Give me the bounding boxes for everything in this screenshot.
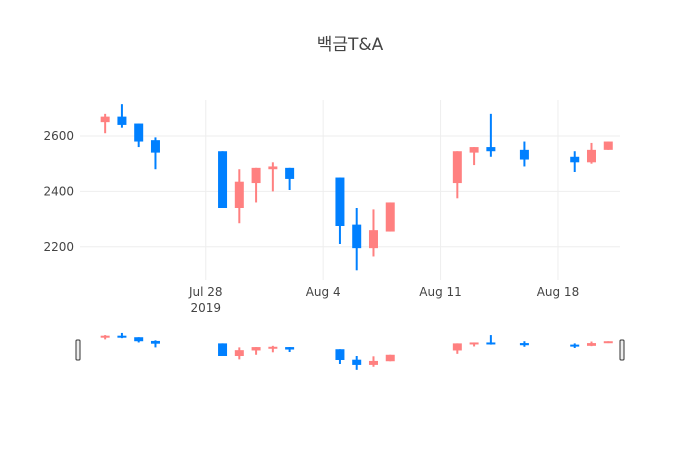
slider-candle-body	[570, 344, 580, 347]
slider-candle	[335, 349, 345, 364]
slider-candle	[285, 347, 295, 352]
slider-candle-body	[150, 340, 160, 344]
candle-body	[519, 149, 529, 160]
slider-candle	[134, 337, 144, 343]
candle[interactable]	[368, 209, 378, 257]
slider-candle-body	[218, 343, 228, 356]
candle-body	[268, 166, 278, 170]
candle[interactable]	[268, 162, 278, 192]
candle-body	[251, 167, 261, 184]
candle-body	[100, 116, 110, 123]
slider-candle-body	[268, 346, 278, 349]
y-tick-label: 2400	[43, 184, 74, 198]
candles[interactable]	[100, 104, 613, 271]
candle-body	[234, 181, 244, 208]
slider-candle-body	[603, 341, 613, 344]
slider-candle-body	[586, 343, 596, 346]
candle-body	[486, 147, 496, 152]
slider-candle-body	[100, 335, 110, 338]
slider-candle	[268, 345, 278, 353]
slider-candle-body	[335, 349, 345, 360]
candle[interactable]	[603, 141, 613, 150]
slider-candle	[100, 335, 110, 340]
slider-candle	[603, 341, 613, 344]
range-slider-left-handle[interactable]	[75, 339, 81, 361]
slider-candle	[352, 356, 362, 370]
x-tick-label: Aug 4	[306, 285, 341, 299]
candle[interactable]	[352, 208, 362, 271]
y-axis: 2200 2400 2600	[43, 129, 74, 254]
slider-candle	[452, 343, 462, 354]
candle[interactable]	[586, 142, 596, 164]
candle[interactable]	[486, 113, 496, 157]
candle-body	[335, 177, 345, 226]
slider-candle-body	[285, 347, 295, 350]
candle[interactable]	[150, 137, 160, 170]
candle[interactable]	[134, 123, 144, 148]
range-slider-right-handle[interactable]	[619, 339, 625, 361]
slider-candle	[218, 343, 228, 356]
candle-body	[368, 230, 378, 249]
candle-body	[150, 140, 160, 153]
slider-candle	[117, 332, 127, 339]
slider-candle	[570, 343, 580, 348]
slider-candle-body	[486, 342, 496, 345]
x-tick-label: Aug 18	[537, 285, 580, 299]
slider-candle-body	[469, 342, 479, 345]
candle[interactable]	[100, 113, 110, 134]
slider-candle	[586, 341, 596, 347]
x-tick-label: Aug 11	[419, 285, 462, 299]
x-tick-year-label: 2019	[191, 301, 222, 315]
candle[interactable]	[385, 202, 395, 232]
x-tick-label: Jul 28	[188, 285, 223, 299]
candle[interactable]	[452, 151, 462, 199]
candle-body	[218, 151, 228, 208]
slider-candle-body	[368, 360, 378, 365]
slider-candle	[234, 347, 244, 360]
slider-candle	[385, 354, 395, 362]
candle-body	[586, 149, 596, 163]
candle[interactable]	[117, 104, 127, 128]
candle[interactable]	[469, 147, 479, 166]
candle[interactable]	[251, 167, 261, 203]
candle[interactable]	[570, 151, 580, 172]
slider-candle	[469, 342, 479, 347]
slider-candle-body	[519, 343, 529, 346]
y-tick-label: 2600	[43, 129, 74, 143]
candle-body	[117, 116, 127, 125]
slider-candle	[519, 341, 529, 347]
candle[interactable]	[218, 151, 228, 208]
slider-candle-body	[352, 359, 362, 365]
slider-candle	[150, 340, 160, 348]
candle-body	[570, 156, 580, 163]
slider-candle-body	[452, 343, 462, 351]
slider-candle-body	[385, 354, 395, 362]
slider-candle-body	[234, 350, 244, 356]
chart-title: 백금T&A	[317, 35, 384, 55]
slider-candle	[251, 347, 261, 355]
slider-candle	[368, 356, 378, 367]
candle[interactable]	[519, 141, 529, 167]
candle[interactable]	[285, 167, 295, 190]
candle-body	[285, 167, 295, 179]
slider-candle-body	[134, 337, 144, 342]
y-tick-label: 2200	[43, 240, 74, 254]
candle-body	[469, 147, 479, 153]
candle-body	[385, 202, 395, 232]
candle[interactable]	[335, 177, 345, 244]
candle-body	[603, 141, 613, 150]
candle[interactable]	[234, 169, 244, 224]
gridlines	[80, 100, 620, 280]
slider-candle-body	[117, 335, 127, 338]
x-axis: Jul 28 2019 Aug 4 Aug 11 Aug 18	[188, 285, 579, 315]
candle-body	[352, 224, 362, 249]
slider-candle-body	[251, 347, 261, 351]
slider-candle	[486, 335, 496, 345]
range-slider[interactable]	[75, 332, 625, 370]
candle-body	[134, 123, 144, 142]
candle-body	[452, 151, 462, 184]
